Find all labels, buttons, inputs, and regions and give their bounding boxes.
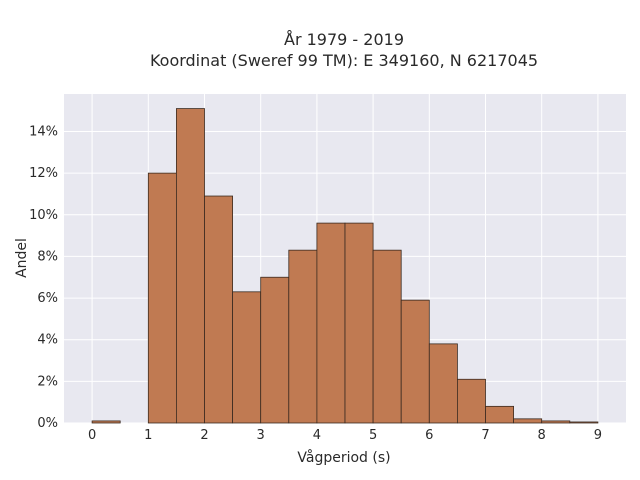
y-tick-label-0: 0%: [37, 416, 58, 431]
chart-title-line2: Koordinat (Sweref 99 TM): E 349160, N 62…: [150, 51, 538, 70]
histogram-bar-16: [541, 420, 571, 424]
x-tick-label-9: 9: [594, 428, 602, 443]
histogram-bar-12: [428, 343, 458, 424]
histogram-bar-2: [147, 172, 177, 424]
x-tick-label-1: 1: [144, 428, 152, 443]
x-tick-label-6: 6: [425, 428, 433, 443]
histogram-bar-8: [316, 222, 346, 424]
histogram-bar-13: [456, 378, 486, 424]
x-tick-label-4: 4: [313, 428, 321, 443]
histogram-bar-0: [91, 420, 121, 424]
histogram-bar-6: [260, 276, 290, 424]
histogram-bar-15: [513, 418, 543, 424]
histogram-bar-4: [204, 195, 234, 424]
y-axis-label: Andel: [14, 238, 30, 278]
histogram-bar-7: [288, 249, 318, 424]
histogram-bar-10: [372, 249, 402, 424]
histogram-bar-3: [175, 108, 205, 424]
histogram-bar-14: [485, 405, 515, 424]
x-tick-label-3: 3: [257, 428, 265, 443]
histogram-bar-17: [569, 421, 599, 424]
histogram-bar-5: [232, 291, 262, 424]
x-axis-label: Vågperiod (s): [297, 449, 390, 466]
y-axis-ticks: 0% 2% 4% 6% 8% 10% 12% 14%: [29, 124, 58, 431]
x-tick-label-7: 7: [481, 428, 489, 443]
y-tick-label-4: 8%: [37, 249, 58, 264]
y-tick-label-1: 2%: [37, 374, 58, 389]
chart-title-line1: År 1979 - 2019: [284, 30, 404, 49]
histogram-bar-11: [400, 299, 430, 424]
y-tick-label-2: 4%: [37, 333, 58, 348]
x-tick-label-2: 2: [200, 428, 208, 443]
x-tick-label-8: 8: [538, 428, 546, 443]
y-tick-label-3: 6%: [37, 291, 58, 306]
histogram-bar-9: [344, 222, 374, 424]
x-axis-ticks: 0 1 2 3 4 5 6 7 8 9: [88, 428, 602, 443]
y-tick-label-7: 14%: [29, 124, 58, 139]
y-tick-label-6: 12%: [29, 166, 58, 181]
bars: [91, 108, 599, 424]
x-tick-label-5: 5: [369, 428, 377, 443]
y-tick-label-5: 10%: [29, 208, 58, 223]
x-tick-label-0: 0: [88, 428, 96, 443]
